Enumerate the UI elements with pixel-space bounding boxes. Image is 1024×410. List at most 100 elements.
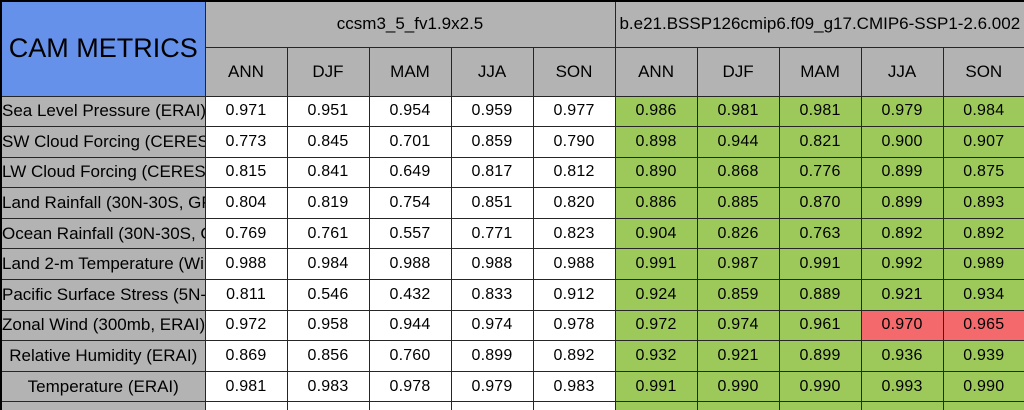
metric-value-cell: 0.954 — [368, 95, 452, 128]
season-header-mam-m1: MAM — [368, 46, 452, 97]
metric-value-cell: 0.991 — [614, 370, 698, 403]
row-label-cell: Sea Level Pressure (ERAI) — [0, 95, 206, 128]
metric-value-cell: 0.965 — [942, 309, 1024, 342]
model1-name: ccsm3_5_fv1.9x2.5 — [336, 14, 484, 34]
row-label: Relative Humidity (ERAI) — [9, 346, 198, 366]
metric-value-cell: 0.970 — [860, 309, 944, 342]
table-row: Pacific Surface Stress (5N-5S,ERS)0.8110… — [0, 279, 1024, 311]
model2-header-cell: b.e21.BSSP126cmip6.f09_g17.CMIP6-SSP1-2.… — [614, 0, 1024, 48]
row-label: Land 2-m Temperature (Willmott) — [2, 254, 204, 274]
metric-value-cell: 0.981 — [778, 95, 862, 128]
metric-value-cell: 0.899 — [778, 340, 862, 372]
metric-value-cell: 0.812 — [532, 156, 616, 189]
metric-value-cell: 0.984 — [286, 248, 370, 281]
table-row: SW Cloud Forcing (CERES-EBAF)0.7730.8450… — [0, 126, 1024, 158]
metric-value-cell: 0.988 — [532, 248, 616, 281]
metric-value-cell — [860, 401, 944, 410]
row-label-cell: Land Rainfall (30N-30S, GPCP) — [0, 187, 206, 219]
metric-value-cell: 0.870 — [778, 187, 862, 219]
metric-value-cell — [450, 401, 534, 410]
metric-value-cell: 0.557 — [368, 217, 452, 250]
metric-value-cell: 0.974 — [696, 309, 780, 342]
metric-value-cell: 0.823 — [532, 217, 616, 250]
metric-value-cell: 0.993 — [860, 370, 944, 403]
metric-value-cell: 0.760 — [368, 340, 452, 372]
season-header-row: ANN DJF MAM JJA SON ANN DJF MAM JJA SON — [1, 46, 1024, 97]
metric-value-cell: 0.921 — [696, 340, 780, 372]
metric-value-cell: 0.990 — [942, 370, 1024, 403]
metric-value-cell — [286, 401, 370, 410]
metric-value-cell: 0.900 — [860, 126, 944, 158]
metric-value-cell: 0.875 — [942, 156, 1024, 189]
metric-value-cell: 0.959 — [450, 95, 534, 128]
metric-value-cell: 0.817 — [450, 156, 534, 189]
metric-value-cell: 0.898 — [614, 126, 698, 158]
metric-value-cell: 0.944 — [696, 126, 780, 158]
metric-value-cell: 0.972 — [614, 309, 698, 342]
metric-value-cell — [778, 401, 862, 410]
metric-value-cell: 0.899 — [860, 187, 944, 219]
season-header-son-m1: SON — [532, 46, 616, 97]
metric-value-cell: 0.991 — [614, 248, 698, 281]
metric-value-cell: 0.989 — [942, 248, 1024, 281]
metric-value-cell: 0.939 — [942, 340, 1024, 372]
metric-value-cell: 0.951 — [286, 95, 370, 128]
metric-value-cell: 0.851 — [450, 187, 534, 219]
metric-value-cell: 0.841 — [286, 156, 370, 189]
metric-value-cell: 0.991 — [778, 248, 862, 281]
metric-value-cell: 0.981 — [204, 370, 288, 403]
row-label-cell: Ocean Rainfall (30N-30S, GPCP) — [0, 217, 206, 250]
metric-value-cell: 0.981 — [696, 95, 780, 128]
metric-value-cell: 0.992 — [860, 248, 944, 281]
metric-value-cell: 0.821 — [778, 126, 862, 158]
metric-value-cell: 0.819 — [286, 187, 370, 219]
season-header-djf-m1: DJF — [286, 46, 370, 97]
metric-value-cell: 0.986 — [614, 95, 698, 128]
season-header-jja-m2: JJA — [860, 46, 944, 97]
metric-value-cell: 0.776 — [778, 156, 862, 189]
table-row: Temperature (ERAI) 0.981 0.983 0.978 0.979 0.… — [0, 370, 1024, 403]
metric-value-cell: 0.979 — [860, 95, 944, 128]
partial-bottom-row — [0, 401, 1024, 410]
metric-value-cell: 0.983 — [532, 370, 616, 403]
metric-value-cell: 0.885 — [696, 187, 780, 219]
row-label: Ocean Rainfall (30N-30S, GPCP) — [2, 223, 204, 243]
row-label: Sea Level Pressure (ERAI) — [2, 101, 205, 121]
season-header-ann-m2: ANN — [614, 46, 698, 97]
row-label-cell: Zonal Wind (300mb, ERAI) — [0, 309, 206, 342]
row-label-cell: Temperature (ERAI) — [0, 370, 206, 403]
metric-value-cell: 0.988 — [368, 248, 452, 281]
model-header-row: CAM METRICS ccsm3_5_fv1.9x2.5 b.e21.BSSP… — [0, 0, 1024, 97]
metric-value-cell — [204, 401, 288, 410]
metric-value-cell: 0.921 — [860, 279, 944, 311]
row-label: Temperature (ERAI) — [27, 376, 179, 396]
metric-value-cell: 0.859 — [450, 126, 534, 158]
table-row: Zonal Wind (300mb, ERAI) 0.972 0.958 0.944 0… — [0, 309, 1024, 342]
metric-value-cell: 0.971 — [204, 95, 288, 128]
metric-value-cell: 0.890 — [614, 156, 698, 189]
metric-value-cell: 0.856 — [286, 340, 370, 372]
metric-value-cell: 0.889 — [778, 279, 862, 311]
season-header-ann-m1: ANN — [204, 46, 288, 97]
metric-value-cell: 0.771 — [450, 217, 534, 250]
metric-value-cell: 0.769 — [204, 217, 288, 250]
row-label-cell: Pacific Surface Stress (5N-5S,ERS) — [0, 279, 206, 311]
metric-value-cell: 0.790 — [532, 126, 616, 158]
model2-name: b.e21.BSSP126cmip6.f09_g17.CMIP6-SSP1-2.… — [619, 14, 1021, 34]
metric-value-cell — [532, 401, 616, 410]
metric-value-cell: 0.893 — [942, 187, 1024, 219]
metric-value-cell — [614, 401, 698, 410]
metric-value-cell: 0.845 — [286, 126, 370, 158]
season-header-jja-m1: JJA — [450, 46, 534, 97]
metric-value-cell: 0.978 — [368, 370, 452, 403]
row-label-cell: SW Cloud Forcing (CERES-EBAF) — [0, 126, 206, 158]
metric-value-cell: 0.988 — [204, 248, 288, 281]
row-label-cell: LW Cloud Forcing (CERES-EBAF) — [0, 156, 206, 189]
metric-value-cell: 0.990 — [696, 370, 780, 403]
metric-value-cell: 0.983 — [286, 370, 370, 403]
metric-value-cell: 0.815 — [204, 156, 288, 189]
metric-value-cell: 0.984 — [942, 95, 1024, 128]
metrics-tbody: Sea Level Pressure (ERAI) 0.971 0.951 0.954… — [0, 95, 1024, 410]
metric-value-cell — [696, 401, 780, 410]
